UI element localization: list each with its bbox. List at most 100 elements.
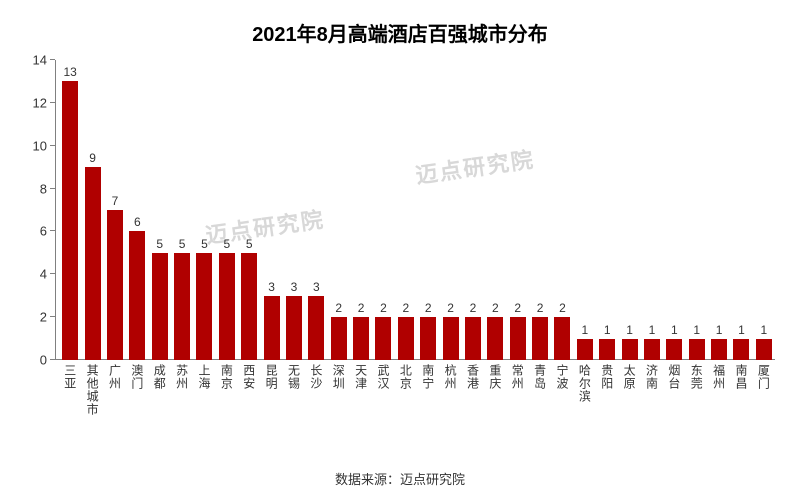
x-category-label: 武汉 — [375, 364, 392, 390]
x-category-label: 宁波 — [554, 364, 571, 390]
bar-value-label: 2 — [470, 301, 477, 315]
x-category-label: 长沙 — [308, 364, 325, 390]
bar-value-label: 1 — [581, 323, 588, 337]
x-category-label: 天津 — [353, 364, 370, 390]
bar-value-label: 5 — [156, 237, 163, 251]
bar — [733, 339, 749, 360]
bar-slot: 1贵阳 — [596, 60, 618, 360]
x-category-label: 澳门 — [129, 364, 146, 390]
bar — [129, 231, 145, 360]
x-category-label: 哈尔滨 — [576, 364, 593, 403]
bar-value-label: 1 — [671, 323, 678, 337]
bar — [577, 339, 593, 360]
bar — [353, 317, 369, 360]
bar-value-label: 3 — [291, 280, 298, 294]
plot-area: 迈点研究院 迈点研究院 02468101214 13三亚9其他城市7广州6澳门5… — [55, 60, 775, 360]
bar — [756, 339, 772, 360]
bar-value-label: 1 — [649, 323, 656, 337]
bar-value-label: 2 — [559, 301, 566, 315]
x-category-label: 西安 — [241, 364, 258, 390]
x-category-label: 无锡 — [285, 364, 302, 390]
bar-slot: 5苏州 — [171, 60, 193, 360]
bar — [107, 210, 123, 360]
bar-value-label: 5 — [223, 237, 230, 251]
y-tick-label: 2 — [40, 310, 47, 325]
x-category-label: 常州 — [509, 364, 526, 390]
x-category-label: 厦门 — [755, 364, 772, 390]
bar — [375, 317, 391, 360]
bar-value-label: 3 — [268, 280, 275, 294]
bar-slot: 5南京 — [216, 60, 238, 360]
bar-slot: 2宁波 — [551, 60, 573, 360]
bar-value-label: 1 — [693, 323, 700, 337]
bar-slot: 2常州 — [507, 60, 529, 360]
bar — [420, 317, 436, 360]
y-tick-label: 0 — [40, 353, 47, 368]
bar-slot: 1哈尔滨 — [574, 60, 596, 360]
bars-group: 13三亚9其他城市7广州6澳门5成都5苏州5上海5南京5西安3昆明3无锡3长沙2… — [55, 60, 775, 360]
bar-value-label: 1 — [738, 323, 745, 337]
bar-slot: 3无锡 — [283, 60, 305, 360]
bar-slot: 2香港 — [462, 60, 484, 360]
x-category-label: 东莞 — [688, 364, 705, 390]
bar-slot: 7广州 — [104, 60, 126, 360]
bar-slot: 2深圳 — [328, 60, 350, 360]
bar — [286, 296, 302, 360]
bar-slot: 3昆明 — [260, 60, 282, 360]
x-category-label: 南宁 — [420, 364, 437, 390]
bar-value-label: 2 — [492, 301, 499, 315]
x-category-label: 香港 — [464, 364, 481, 390]
bar-slot: 2武汉 — [372, 60, 394, 360]
bar — [443, 317, 459, 360]
y-tick-label: 6 — [40, 224, 47, 239]
bar — [219, 253, 235, 360]
bar-value-label: 13 — [64, 65, 77, 79]
bar-slot: 5成都 — [149, 60, 171, 360]
bar-value-label: 9 — [89, 151, 96, 165]
x-category-label: 南京 — [218, 364, 235, 390]
x-category-label: 广州 — [106, 364, 123, 390]
x-category-label: 福州 — [711, 364, 728, 390]
bar-slot: 2重庆 — [484, 60, 506, 360]
bar-value-label: 2 — [358, 301, 365, 315]
bar-slot: 13三亚 — [59, 60, 81, 360]
bar-value-label: 2 — [380, 301, 387, 315]
bar — [465, 317, 481, 360]
bar-value-label: 2 — [537, 301, 544, 315]
bar — [644, 339, 660, 360]
chart-title: 2021年8月高端酒店百强城市分布 — [0, 0, 800, 47]
bar — [689, 339, 705, 360]
bar — [331, 317, 347, 360]
bar-value-label: 5 — [179, 237, 186, 251]
bar — [174, 253, 190, 360]
x-category-label: 青岛 — [532, 364, 549, 390]
x-category-label: 三亚 — [62, 364, 79, 390]
bar-value-label: 2 — [447, 301, 454, 315]
bar-slot: 2北京 — [395, 60, 417, 360]
bar-slot: 3长沙 — [305, 60, 327, 360]
bar-value-label: 2 — [514, 301, 521, 315]
bar — [308, 296, 324, 360]
bar — [152, 253, 168, 360]
x-category-label: 深圳 — [330, 364, 347, 390]
x-category-label: 上海 — [196, 364, 213, 390]
y-tick-label: 4 — [40, 267, 47, 282]
bar-slot: 1太原 — [618, 60, 640, 360]
bar — [241, 253, 257, 360]
bar-slot: 5上海 — [193, 60, 215, 360]
x-category-label: 太原 — [621, 364, 638, 390]
bar-slot: 9其他城市 — [81, 60, 103, 360]
y-tick-label: 14 — [33, 53, 47, 68]
bar-value-label: 2 — [402, 301, 409, 315]
x-category-label: 成都 — [151, 364, 168, 390]
y-tick-label: 8 — [40, 181, 47, 196]
x-category-label: 北京 — [397, 364, 414, 390]
bar-slot: 6澳门 — [126, 60, 148, 360]
bar — [532, 317, 548, 360]
bar — [599, 339, 615, 360]
bar — [264, 296, 280, 360]
bar — [62, 81, 78, 360]
bar-slot: 1济南 — [641, 60, 663, 360]
x-category-label: 济南 — [643, 364, 660, 390]
source-label: 数据来源：迈点研究院 — [0, 469, 800, 488]
